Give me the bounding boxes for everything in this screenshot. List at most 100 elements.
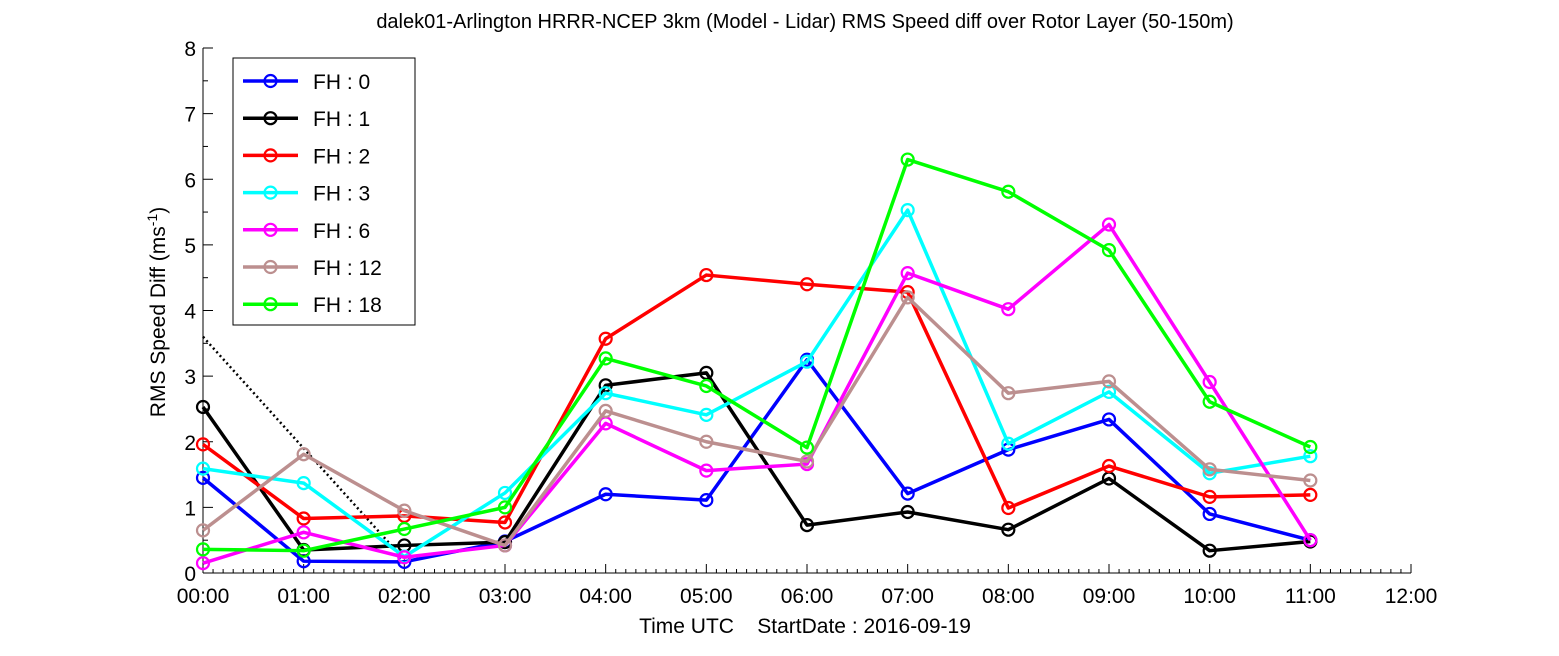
legend-marker <box>263 148 278 163</box>
legend-marker <box>263 297 278 312</box>
x-tick-label: 08:00 <box>982 585 1035 608</box>
x-tick-label: 10:00 <box>1183 585 1236 608</box>
data-point <box>799 277 815 292</box>
data-point <box>699 267 714 283</box>
data-point <box>900 290 915 305</box>
data-point <box>296 475 311 491</box>
x-tick-label: 03:00 <box>479 585 532 608</box>
data-point <box>397 521 412 537</box>
series-line <box>201 371 1311 553</box>
y-tick-label: 5 <box>184 235 196 258</box>
y-tick-label: 4 <box>184 301 196 324</box>
legend-marker <box>263 185 278 200</box>
y-tick-label: 8 <box>184 38 196 61</box>
data-point <box>1202 506 1217 522</box>
legend-label: FH : 12 <box>313 257 382 280</box>
legend-item: FH : 3 <box>243 183 370 206</box>
data-point <box>195 461 211 476</box>
series-group <box>195 290 1318 553</box>
series-line <box>202 157 1312 553</box>
series-group <box>195 202 1318 564</box>
data-point <box>699 378 714 394</box>
legend-marker <box>263 222 278 237</box>
data-point <box>1101 374 1117 389</box>
data-point <box>497 500 513 515</box>
data-point <box>1202 543 1217 558</box>
x-tick-label: 01:00 <box>277 585 330 608</box>
data-point <box>1001 302 1016 317</box>
data-point <box>699 434 714 449</box>
legend-marker <box>263 259 278 275</box>
y-tick-label: 2 <box>184 432 196 455</box>
legend-marker <box>263 73 278 89</box>
series-line <box>201 295 1311 548</box>
x-tick-label: 06:00 <box>781 585 834 608</box>
data-point <box>900 152 915 167</box>
data-point <box>1202 394 1217 409</box>
data-point <box>598 386 613 401</box>
y-tick-label: 3 <box>184 366 196 389</box>
data-point <box>598 487 613 502</box>
data-point <box>598 378 613 393</box>
series-group <box>195 267 1318 530</box>
data-point <box>296 447 311 462</box>
series-line <box>202 222 1312 565</box>
data-point <box>1303 439 1318 455</box>
data-point <box>1202 374 1217 390</box>
data-point <box>1101 243 1117 258</box>
data-point <box>195 542 211 557</box>
legend-label: FH : 2 <box>313 145 370 168</box>
series-group <box>195 152 1318 558</box>
y-tick-label: 7 <box>184 104 196 127</box>
data-point <box>195 470 211 485</box>
chart-title: dalek01-Arlington HRRR-NCEP 3km (Model -… <box>376 11 1233 33</box>
legend-label: FH : 3 <box>313 183 370 206</box>
data-point <box>195 523 211 538</box>
data-point <box>1001 184 1016 199</box>
x-tick-label: 02:00 <box>378 585 431 608</box>
legend-item: FH : 18 <box>243 294 382 317</box>
data-point <box>195 437 211 452</box>
data-point <box>900 265 915 281</box>
series-line <box>201 273 1311 525</box>
data-point <box>1001 522 1016 537</box>
data-point <box>1101 217 1117 232</box>
legend-marker <box>263 111 278 126</box>
data-point <box>799 454 815 469</box>
data-point <box>296 543 311 558</box>
x-tick-label: 09:00 <box>1083 585 1136 608</box>
data-point <box>699 365 714 380</box>
legend-label: FH : 1 <box>313 108 370 131</box>
series-line <box>202 208 1311 559</box>
x-tick-label: 12:00 <box>1385 585 1438 608</box>
data-point <box>699 463 714 478</box>
y-axis-label-sup: -1 <box>144 214 160 227</box>
data-point <box>497 515 513 530</box>
x-tick-label: 04:00 <box>579 585 632 608</box>
y-tick-label: 6 <box>184 169 196 192</box>
series-group <box>195 352 1318 569</box>
data-point <box>1001 386 1016 401</box>
legend-item: FH : 12 <box>243 257 382 280</box>
data-point <box>900 504 915 520</box>
y-tick-label: 1 <box>184 497 196 520</box>
data-point <box>900 486 915 501</box>
legend-label: FH : 18 <box>313 294 382 317</box>
legend-item: FH : 0 <box>243 71 370 94</box>
data-point <box>1202 489 1217 504</box>
legend-label: FH : 6 <box>313 220 370 243</box>
data-point <box>195 556 211 571</box>
data-point <box>699 407 714 422</box>
data-point <box>900 202 915 218</box>
legend-item: FH : 2 <box>243 145 370 168</box>
data-point <box>296 525 311 540</box>
data-point <box>1001 436 1016 451</box>
x-tick-label: 05:00 <box>680 585 733 608</box>
data-point <box>497 538 513 553</box>
data-point <box>598 403 613 419</box>
data-point <box>195 399 211 415</box>
data-point <box>296 511 311 526</box>
data-point <box>799 440 815 455</box>
series-line <box>201 357 1311 564</box>
